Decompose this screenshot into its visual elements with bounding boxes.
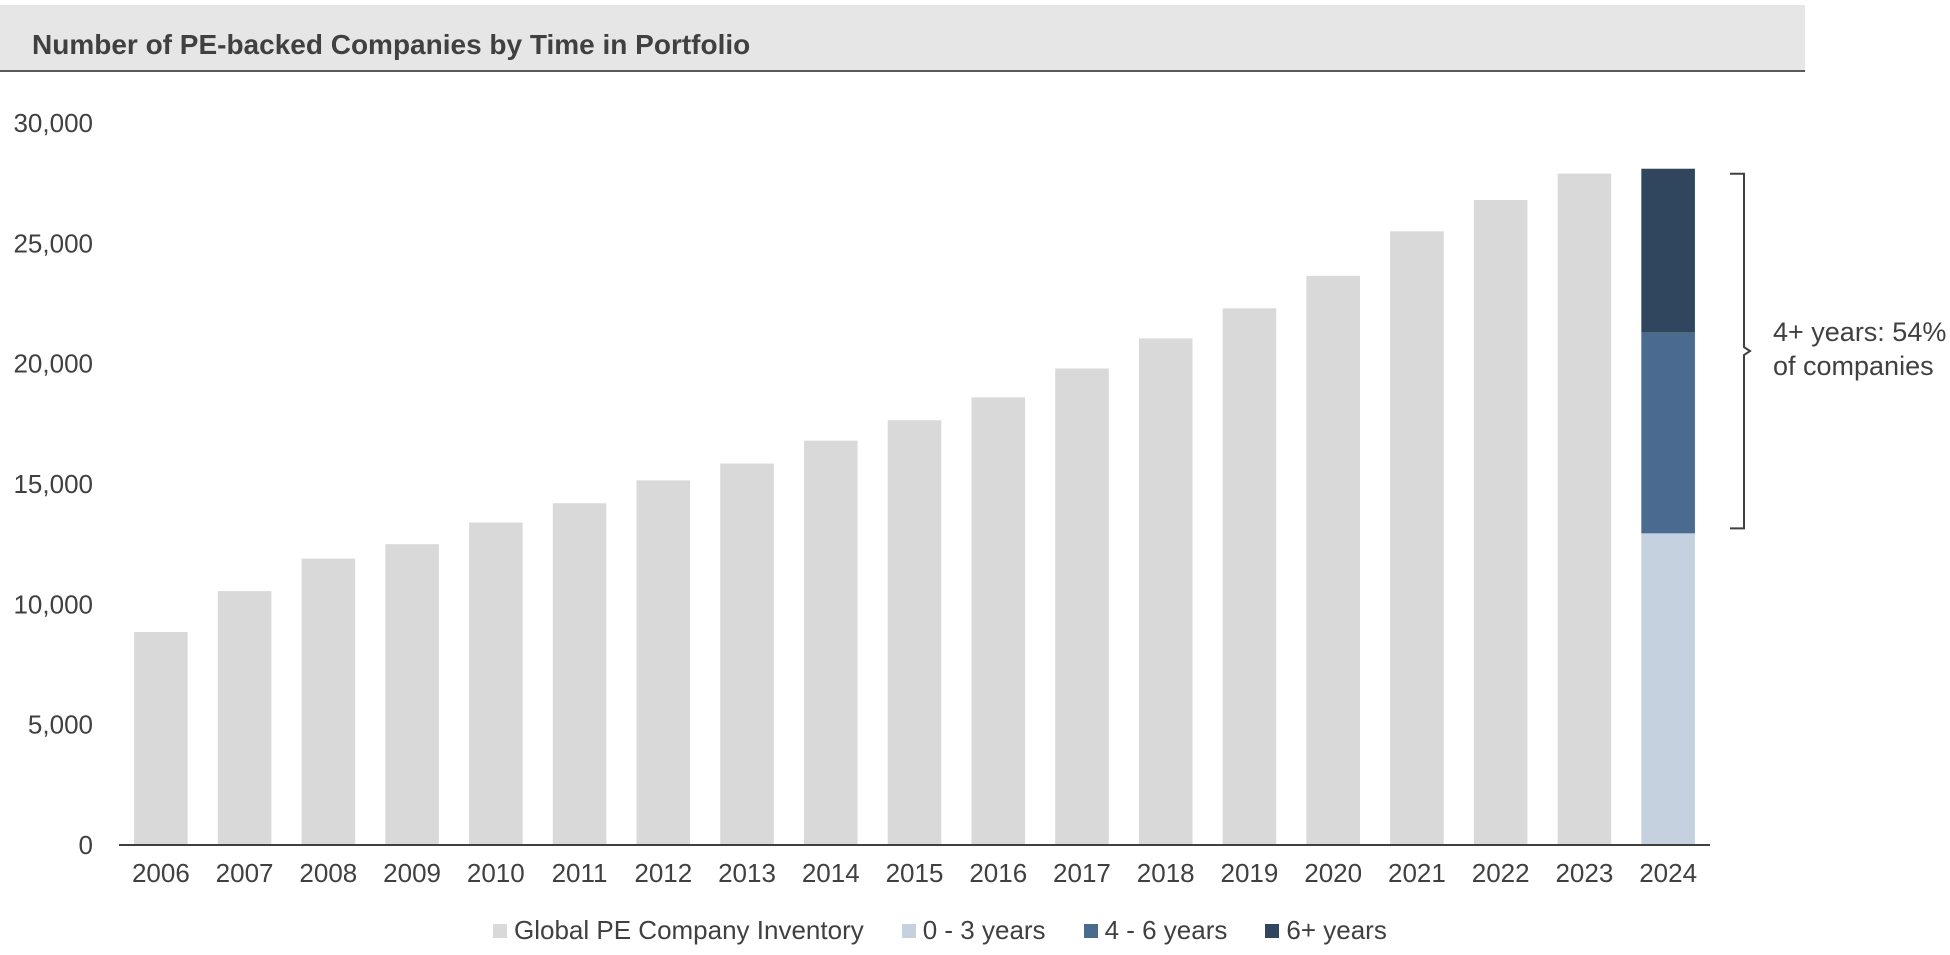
bar-2024-series-2 <box>1641 332 1695 534</box>
x-tick-label: 2008 <box>299 858 357 888</box>
legend-items: Global PE Company Inventory 0 - 3 years 4 … <box>493 915 1425 946</box>
legend-item: 6+ years <box>1265 915 1387 946</box>
x-tick-label: 2017 <box>1053 858 1111 888</box>
y-tick-label: 10,000 <box>13 589 93 619</box>
bar-2014-series-0 <box>803 440 858 845</box>
title-bar: Number of PE-backed Companies by Time in… <box>0 5 1805 72</box>
x-tick-label: 2009 <box>383 858 441 888</box>
x-tick-label: 2012 <box>634 858 692 888</box>
bar-2012-series-0 <box>636 480 691 845</box>
x-tick-label: 2013 <box>718 858 776 888</box>
annotation-text: 4+ years: 54% of companies <box>1773 315 1946 383</box>
x-tick-label: 2021 <box>1388 858 1446 888</box>
bar-2024-series-1 <box>1641 533 1695 845</box>
bar-2009-series-0 <box>385 544 439 845</box>
legend-item: 4 - 6 years <box>1083 915 1228 946</box>
bar-2017-series-0 <box>1055 368 1109 845</box>
bar-chart: 0 5,000 10,000 15,000 20,000 25,000 30,000 2006… <box>13 108 1752 888</box>
legend-swatch <box>901 923 916 938</box>
x-tick-label: 2024 <box>1639 858 1697 888</box>
legend-swatch <box>493 923 507 938</box>
x-tick-label: 2014 <box>802 858 860 888</box>
x-tick-label: 2018 <box>1137 858 1195 888</box>
y-tick-label: 0 <box>79 830 93 860</box>
legend-swatch <box>1083 923 1098 938</box>
y-tick-label: 25,000 <box>13 228 93 258</box>
bar-2022-series-0 <box>1473 200 1528 846</box>
annotation-line-2: of companies <box>1773 351 1934 381</box>
chart-title: Number of PE-backed Companies by Time in… <box>32 29 751 60</box>
x-tick-label: 2007 <box>216 858 274 888</box>
bar-2006-series-0 <box>134 632 188 845</box>
bar-2016-series-0 <box>971 397 1026 845</box>
legend-label: 0 - 3 years <box>922 915 1046 945</box>
legend-item: 0 - 3 years <box>901 915 1046 946</box>
x-tick-label: 2022 <box>1472 858 1530 888</box>
bar-2011-series-0 <box>552 503 607 845</box>
bar-2021-series-0 <box>1390 231 1444 846</box>
bar-2015-series-0 <box>887 420 942 845</box>
legend-swatch <box>1265 923 1280 938</box>
y-tick-label: 15,000 <box>13 469 93 499</box>
bar-2007-series-0 <box>217 591 272 845</box>
bar-2024-series-3 <box>1641 168 1695 333</box>
x-tick-label: 2020 <box>1304 858 1362 888</box>
bar-2013-series-0 <box>720 463 774 845</box>
bar-2023-series-0 <box>1557 173 1612 846</box>
bar-2020-series-0 <box>1306 275 1360 845</box>
x-tick-label: 2015 <box>886 858 944 888</box>
x-tick-label: 2010 <box>467 858 525 888</box>
annotation-line-1: 4+ years: 54% <box>1773 317 1947 347</box>
bar-2008-series-0 <box>301 558 356 845</box>
bar-2010-series-0 <box>469 522 523 845</box>
x-tick-label: 2023 <box>1555 858 1613 888</box>
legend-label: 4 - 6 years <box>1104 915 1228 945</box>
y-tick-label: 30,000 <box>13 108 93 138</box>
y-tick-label: 20,000 <box>13 349 93 379</box>
x-tick-label: 2016 <box>969 858 1027 888</box>
x-tick-label: 2011 <box>552 858 608 888</box>
y-tick-label: 5,000 <box>28 710 93 740</box>
legend-label: 6+ years <box>1286 915 1387 945</box>
legend-item: Global PE Company Inventory <box>493 915 864 946</box>
legend-label: Global PE Company Inventory <box>514 915 864 945</box>
annotation-bracket <box>1730 172 1752 530</box>
bar-2018-series-0 <box>1138 338 1193 845</box>
legend: Global PE Company Inventory 0 - 3 years 4 … <box>0 915 1950 955</box>
x-tick-label: 2006 <box>132 858 190 888</box>
bar-2019-series-0 <box>1222 308 1277 845</box>
x-tick-label: 2019 <box>1221 858 1279 888</box>
